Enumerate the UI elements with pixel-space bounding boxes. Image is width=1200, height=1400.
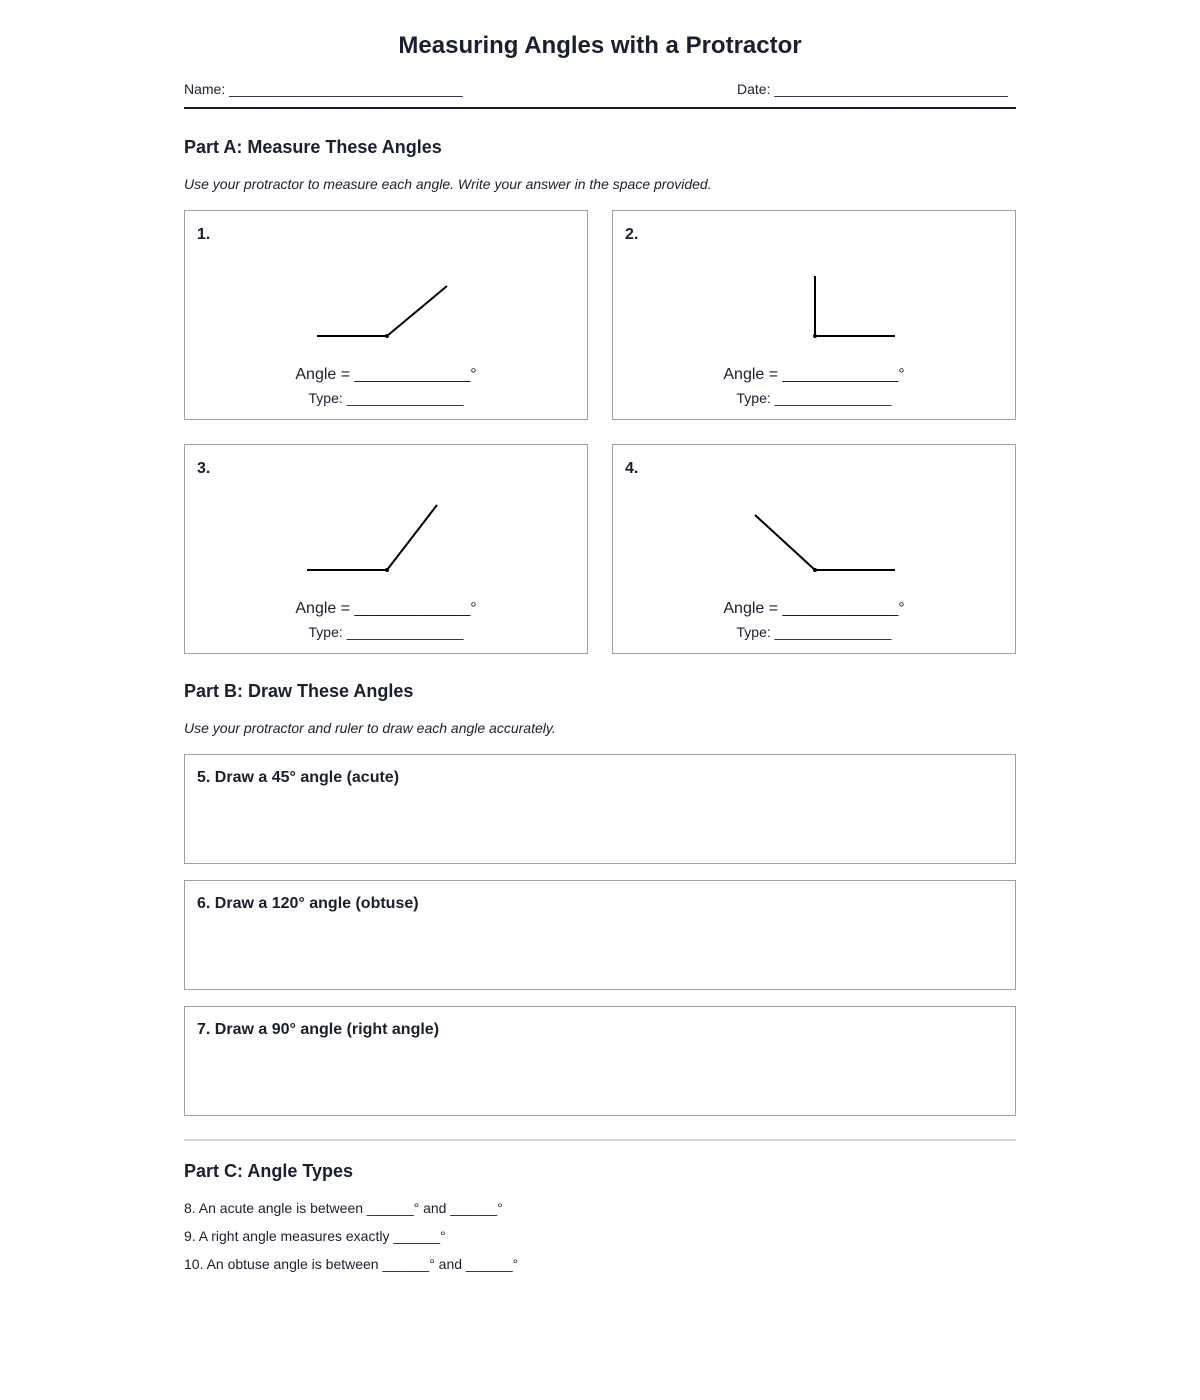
type-answer-field[interactable]: Type: _______________: [308, 390, 464, 406]
draw-label: 6. Draw a 120° angle (obtuse): [197, 895, 419, 912]
angle-vertex: [813, 334, 817, 338]
angle-ray: [386, 504, 438, 571]
draw-label: 5. Draw a 45° angle (acute): [197, 769, 400, 786]
angle-vertex: [385, 334, 389, 338]
angle-ray: [754, 514, 816, 571]
type-answer-field[interactable]: Type: _______________: [736, 390, 892, 406]
draw-box-5[interactable]: 5. Draw a 45° angle (acute): [184, 754, 1016, 864]
angle-figure: [307, 504, 438, 572]
part-b-heading: Part B: Draw These Angles: [184, 681, 414, 701]
angle-problem-3: 3. Angle = _____________° Type: ________…: [184, 444, 588, 654]
name-field[interactable]: Name: ______________________________: [184, 81, 463, 97]
problem-number: 3.: [197, 460, 211, 477]
date-field[interactable]: Date: ______________________________: [737, 81, 1008, 97]
draw-box-6[interactable]: 6. Draw a 120° angle (obtuse): [184, 880, 1016, 990]
angle-answer-field[interactable]: Angle = _____________°: [295, 366, 477, 383]
angle-problem-4: 4. Angle = _____________° Type: ________…: [612, 444, 1016, 654]
angle-figure: [813, 276, 895, 338]
draw-box-7[interactable]: 7. Draw a 90° angle (right angle): [184, 1006, 1016, 1116]
header-divider: [184, 107, 1016, 109]
part-c-heading: Part C: Angle Types: [184, 1161, 354, 1181]
part-a-heading: Part A: Measure These Angles: [184, 137, 442, 157]
draw-label: 7. Draw a 90° angle (right angle): [197, 1021, 440, 1038]
problem-number: 2.: [625, 226, 639, 243]
question-9[interactable]: 9. A right angle measures exactly ______…: [184, 1228, 446, 1244]
question-8[interactable]: 8. An acute angle is between ______° and…: [184, 1200, 503, 1216]
angle-problem-1: 1. Angle = _____________° Type: ________…: [184, 210, 588, 420]
section-divider: [184, 1139, 1016, 1141]
angle-ray: [386, 285, 448, 337]
angle-vertex: [385, 568, 389, 572]
angle-answer-field[interactable]: Angle = _____________°: [723, 600, 905, 617]
angle-answer-field[interactable]: Angle = _____________°: [295, 600, 477, 617]
part-a-instructions: Use your protractor to measure each angl…: [184, 176, 712, 192]
type-answer-field[interactable]: Type: _______________: [308, 624, 464, 640]
question-10[interactable]: 10. An obtuse angle is between ______° a…: [184, 1256, 519, 1272]
angle-vertex: [813, 568, 817, 572]
type-answer-field[interactable]: Type: _______________: [736, 624, 892, 640]
angle-answer-field[interactable]: Angle = _____________°: [723, 366, 905, 383]
problem-number: 4.: [625, 460, 639, 477]
page-title: Measuring Angles with a Protractor: [398, 32, 802, 59]
angle-figure: [754, 514, 895, 572]
angle-problem-2: 2. Angle = _____________° Type: ________…: [612, 210, 1016, 420]
part-b-instructions: Use your protractor and ruler to draw ea…: [184, 720, 556, 736]
angle-figure: [317, 285, 448, 338]
problem-number: 1.: [197, 226, 211, 243]
